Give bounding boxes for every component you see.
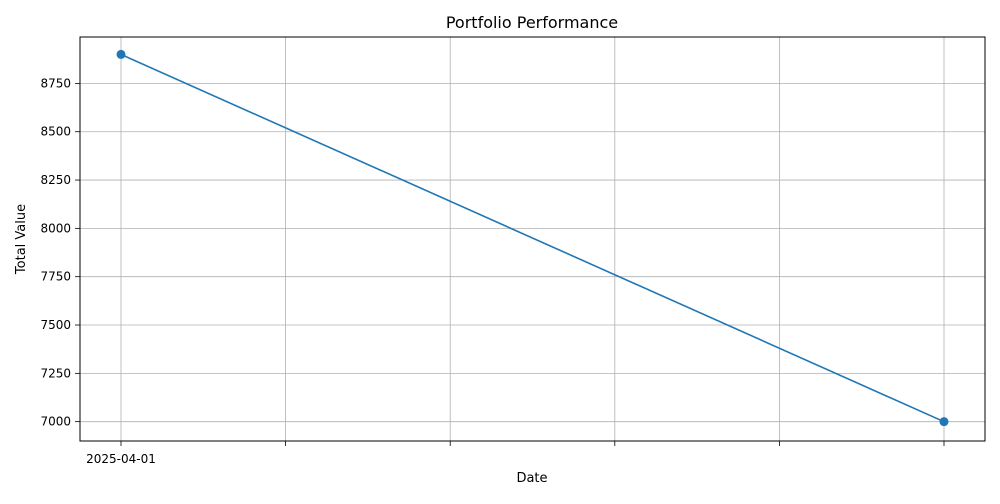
grid-layer [80,37,985,441]
data-point [939,417,949,427]
y-tick-label: 7750 [40,270,71,284]
plot-area-frame [79,36,986,442]
y-tick-label: 8000 [40,221,71,235]
ticks-layer: 2025-04-01 7000 7250 7500 7750 8000 8250 8500 87… [40,76,945,466]
series-layer [116,49,949,427]
y-tick-label: 8750 [40,76,71,90]
y-tick-label: 7000 [40,415,71,429]
chart-title: Portfolio Performance [446,13,618,32]
y-tick-label: 8500 [40,125,71,139]
y-tick-label: 7250 [40,366,71,380]
series-line [120,53,945,423]
y-axis-label: Total Value [14,204,29,275]
x-axis-label: Date [516,471,547,486]
data-point [116,49,126,59]
y-tick-label: 7500 [40,318,71,332]
y-tick-label: 8250 [40,173,71,187]
x-tick-label: 2025-04-01 [86,452,156,466]
